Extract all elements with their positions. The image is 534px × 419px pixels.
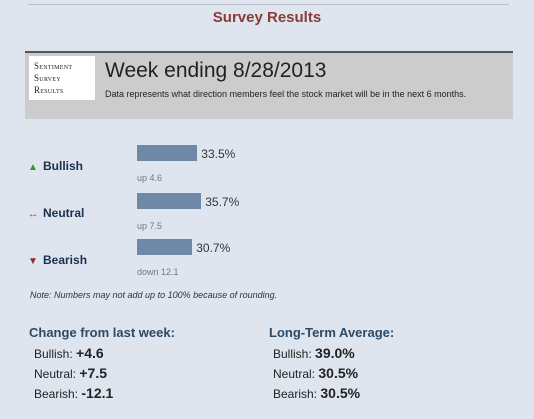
stat-label: Bearish:: [273, 387, 318, 401]
triangle-up-icon: ▲: [28, 162, 38, 173]
neutral-change: up 7.5: [137, 221, 163, 231]
triangle-down-icon: ▼: [28, 256, 38, 267]
stat-label: Bullish:: [34, 347, 73, 361]
stat-label: Bearish:: [34, 387, 79, 401]
bullish-bar: [137, 145, 198, 161]
bearish-label: Bearish: [43, 253, 88, 267]
stat-value: 30.5%: [320, 385, 361, 401]
bullish-percent: 33.5%: [201, 147, 236, 161]
logo-line: Results: [34, 85, 64, 95]
logo-line: Sentiment: [34, 61, 73, 71]
bearish-bar: [137, 239, 193, 255]
stat-value: +7.5: [79, 365, 108, 381]
stat-value: 30.5%: [318, 365, 359, 381]
rounding-note: Note: Numbers may not add up to 100% bec…: [30, 290, 278, 300]
stat-value: 39.0%: [315, 345, 355, 361]
change-neutral: Neutral: +7.5: [34, 365, 107, 381]
average-bearish: Bearish: 30.5%: [273, 385, 360, 401]
sentiment-survey-logo: Sentiment Survey Results: [29, 56, 95, 100]
banner-description: Data represents what direction members f…: [105, 89, 467, 99]
change-from-last-week-title: Change from last week:: [29, 325, 175, 340]
neutral-bar: [137, 193, 202, 209]
neutral-label: Neutral: [43, 206, 85, 220]
bullish-label: Bullish: [43, 159, 84, 173]
change-bullish: Bullish: +4.6: [34, 345, 104, 361]
bearish-percent: 30.7%: [196, 241, 231, 255]
bullish-row-label: ▲ Bullish: [28, 159, 83, 173]
stat-label: Bullish:: [273, 347, 312, 361]
average-neutral: Neutral: 30.5%: [273, 365, 358, 381]
stat-value: -12.1: [81, 385, 114, 401]
stat-value: +4.6: [76, 345, 104, 361]
average-bullish: Bullish: 39.0%: [273, 345, 355, 361]
change-bearish: Bearish: -12.1: [34, 385, 113, 401]
survey-banner: Sentiment Survey Results Week ending 8/2…: [25, 51, 513, 119]
page-title: Survey Results: [212, 9, 322, 26]
stat-label: Neutral:: [34, 367, 77, 381]
bearish-change: down 12.1: [137, 267, 179, 277]
long-term-average-title: Long-Term Average:: [269, 325, 395, 340]
logo-line: Survey: [34, 73, 61, 83]
top-divider: [28, 4, 509, 5]
week-heading: Week ending 8/28/2013: [105, 59, 327, 82]
neutral-row-label: ↔ Neutral: [28, 206, 84, 220]
bullish-change: up 4.6: [137, 173, 163, 183]
stat-label: Neutral:: [273, 367, 316, 381]
bearish-row-label: ▼ Bearish: [28, 253, 87, 267]
neutral-percent: 35.7%: [205, 195, 240, 209]
double-arrow-icon: ↔: [28, 209, 38, 220]
